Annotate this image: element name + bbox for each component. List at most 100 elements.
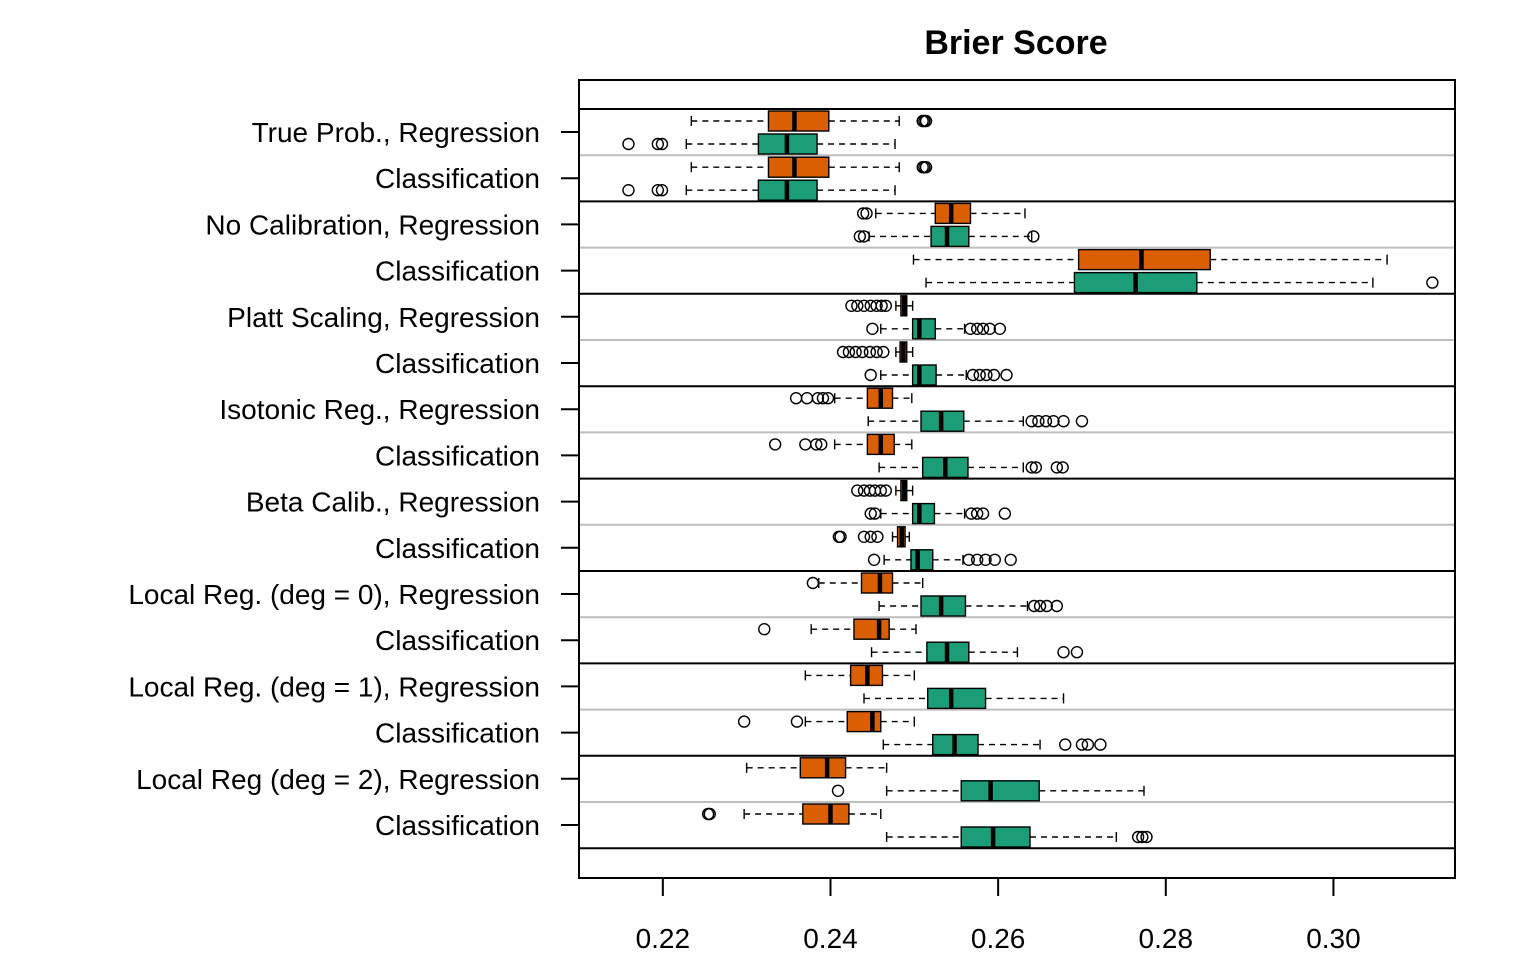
iqr-box — [802, 803, 850, 825]
boxplot-orange — [690, 156, 933, 178]
boxplot-orange — [912, 248, 1388, 271]
outlier-point — [879, 484, 893, 497]
outlier-point — [851, 484, 864, 497]
outlier-point — [870, 299, 883, 312]
outlier-point — [758, 623, 771, 636]
iqr-box — [911, 502, 936, 525]
row-label: Classification — [375, 810, 540, 841]
outlier-point — [919, 114, 933, 128]
outlier-point — [1027, 230, 1040, 243]
boxplot-green — [866, 318, 1007, 340]
y-axis: True Prob., Regression Classification No C… — [128, 117, 579, 841]
row-label: Local Reg. (deg = 1), Regression — [128, 671, 540, 702]
outlier-point — [651, 137, 664, 151]
boxplot-orange — [806, 572, 924, 594]
boxplot-green — [870, 641, 1084, 663]
boxplot-green — [878, 456, 1069, 479]
outlier-point — [1047, 415, 1060, 428]
outlier-point — [867, 553, 881, 566]
outlier-point — [651, 183, 664, 197]
method-bands — [579, 108, 1455, 850]
boxplot-green — [867, 410, 1089, 432]
outlier-point — [655, 183, 669, 197]
outlier-point — [1059, 738, 1072, 751]
iqr-box — [911, 318, 936, 340]
row-label: Classification — [375, 718, 540, 749]
outlier-point — [1004, 553, 1017, 566]
row-label: Classification — [375, 348, 540, 379]
outlier-point — [864, 530, 877, 543]
boxplot-orange — [758, 618, 917, 640]
outlier-point — [856, 207, 870, 220]
outlier-point — [1032, 415, 1045, 428]
outlier-point — [1000, 368, 1013, 382]
iqr-box — [1077, 248, 1211, 271]
plot-data — [622, 110, 1439, 848]
outlier-point — [790, 715, 804, 728]
outlier-point — [1075, 415, 1089, 428]
outlier-point — [622, 183, 635, 197]
outlier-point — [877, 345, 890, 359]
outlier-point — [1094, 738, 1107, 751]
outlier-point — [1027, 599, 1041, 613]
boxplot-green — [925, 271, 1439, 294]
iqr-box — [860, 572, 894, 594]
x-tick-label: 0.30 — [1306, 923, 1361, 954]
outlier-point — [879, 299, 893, 312]
outlier-point — [965, 507, 978, 520]
outlier-point — [874, 484, 887, 497]
boxplot-orange — [845, 295, 914, 317]
row-label: Classification — [375, 533, 540, 564]
outlier-point — [622, 137, 635, 151]
outlier-point — [976, 507, 990, 520]
outlier-point — [864, 507, 877, 520]
boxplot-orange — [701, 803, 882, 825]
outlier-point — [849, 345, 862, 359]
outlier-point — [1140, 830, 1153, 844]
row-label: Classification — [375, 163, 540, 194]
outlier-point — [966, 368, 980, 382]
outlier-point — [851, 299, 864, 312]
boxplot-green — [622, 179, 896, 201]
row-label: Classification — [375, 625, 540, 656]
outlier-point — [993, 322, 1007, 335]
boxplot-orange — [737, 710, 916, 733]
boxplot-green — [885, 826, 1153, 848]
chart-title: Brier Score — [924, 24, 1107, 62]
row-label: Classification — [375, 256, 540, 287]
boxplot-orange — [745, 757, 888, 779]
outlier-point — [857, 299, 871, 312]
outlier-point — [789, 392, 803, 405]
row-label: Local Reg. (deg = 0), Regression — [128, 579, 540, 610]
outlier-point — [970, 322, 984, 335]
boxplot-orange — [804, 664, 916, 687]
boxplot-green — [622, 133, 896, 155]
row-label: Isotonic Reg., Regression — [219, 394, 540, 425]
outlier-point — [875, 299, 888, 312]
x-axis: 0.22 0.24 0.26 0.28 0.30 — [636, 877, 1361, 954]
boxplot-green — [863, 687, 1065, 710]
outlier-point — [811, 392, 825, 405]
boxplot-green — [864, 364, 1013, 386]
row-label: True Prob., Regression — [252, 117, 540, 148]
outlier-point — [970, 553, 984, 566]
outlier-point — [857, 230, 871, 243]
outlier-point — [976, 322, 990, 335]
outlier-point — [816, 392, 830, 405]
outlier-point — [800, 392, 814, 405]
boxplot-orange — [851, 479, 914, 502]
boxplot-green — [878, 595, 1064, 617]
outlier-point — [964, 322, 977, 335]
outlier-point — [998, 507, 1012, 520]
boxplot-orange — [789, 387, 913, 409]
iqr-box — [960, 780, 1040, 802]
outlier-point — [1025, 461, 1038, 474]
iqr-box — [960, 826, 1031, 848]
boxplot-green — [864, 502, 1012, 525]
x-tick-label: 0.22 — [636, 923, 691, 954]
x-tick-label: 0.24 — [803, 923, 858, 954]
outlier-point — [1029, 461, 1043, 474]
boxplot-green — [853, 225, 1040, 248]
outlier-point — [1426, 276, 1439, 289]
